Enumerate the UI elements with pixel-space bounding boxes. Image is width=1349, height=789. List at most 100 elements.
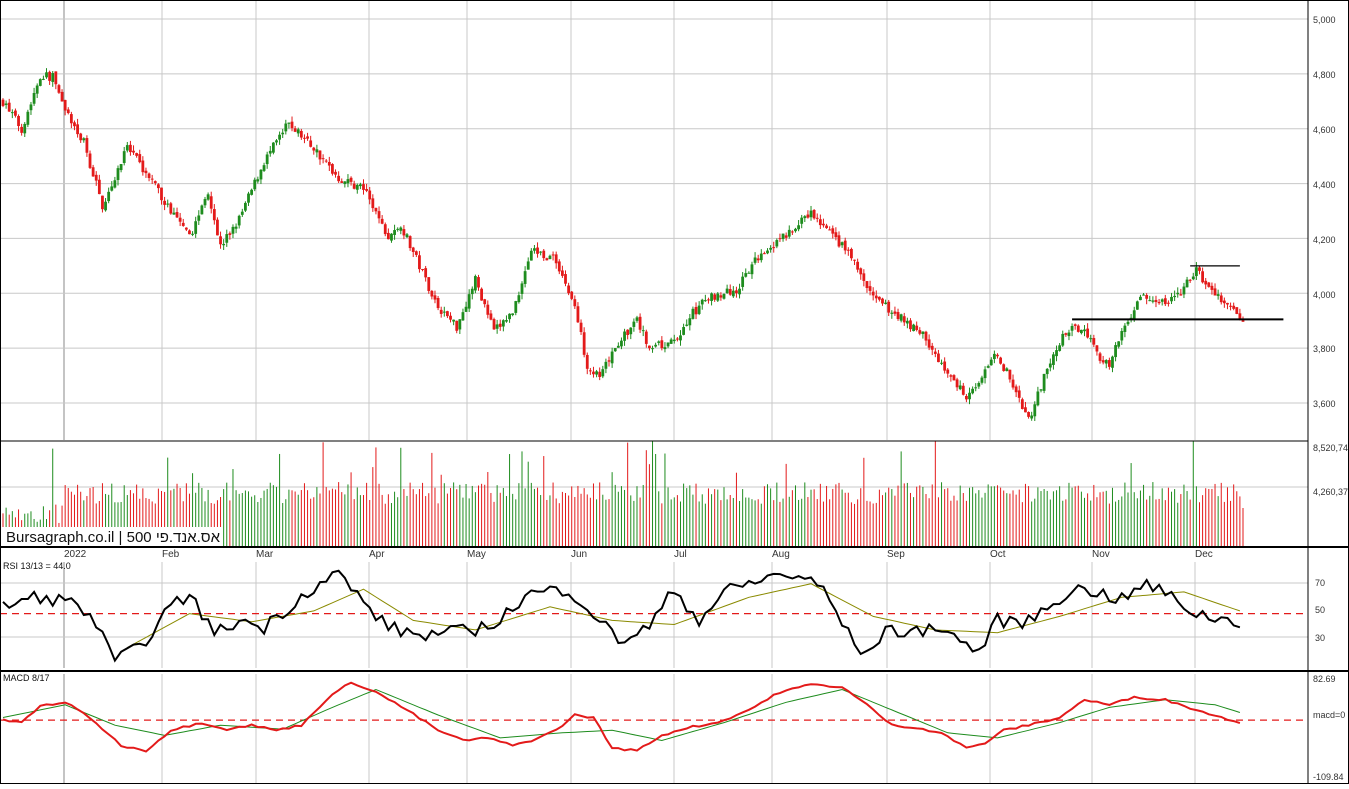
candle-body (253, 179, 257, 190)
candle-body (299, 130, 303, 138)
candle-body (806, 214, 810, 218)
candle-body (265, 154, 269, 165)
candle-body (1219, 295, 1223, 303)
candle-body (160, 187, 163, 201)
candle-body (610, 351, 614, 364)
candle-body (679, 335, 682, 341)
grid-layer (0, 0, 1308, 784)
candle-body (620, 340, 623, 347)
candle-body (604, 361, 608, 369)
brand-background (2, 527, 222, 546)
candle-body (1232, 305, 1236, 309)
candle-body (691, 308, 695, 319)
candle-body (343, 181, 347, 185)
candle-body (968, 392, 971, 400)
candle-body (135, 153, 139, 156)
candle-body (355, 184, 359, 190)
candle-body (1036, 391, 1040, 406)
candle-body (268, 150, 272, 154)
candle-body (244, 202, 247, 211)
candle-body (564, 274, 567, 284)
candle-body (1024, 407, 1027, 413)
candle-body (377, 211, 381, 219)
candle-body (1095, 345, 1099, 352)
candle-body (175, 212, 179, 218)
candle-body (890, 312, 894, 314)
candle-body (228, 233, 232, 235)
candle-body (1142, 294, 1145, 296)
candle-body (918, 330, 922, 334)
candle-body (225, 234, 229, 243)
candle-body (166, 203, 170, 205)
candle-body (644, 331, 648, 344)
candle-body (744, 273, 748, 277)
candle-body (909, 320, 912, 330)
candle-body (809, 210, 813, 218)
candle-body (234, 226, 238, 229)
candle-body (651, 348, 654, 350)
candle-body (324, 160, 328, 162)
candle-body (666, 342, 670, 347)
month-label: Nov (1092, 549, 1110, 560)
candle-body (91, 167, 95, 177)
candle-body (498, 323, 502, 327)
candle-body (48, 71, 52, 81)
candle-body (1058, 345, 1062, 351)
candle-body (278, 134, 281, 140)
candle-body (778, 238, 782, 240)
candle-body (1222, 300, 1226, 304)
candle-body (877, 296, 881, 300)
candle-body (38, 79, 42, 86)
candle-body (60, 91, 64, 102)
candle-body (290, 121, 294, 129)
candle-body (1111, 356, 1114, 368)
candle-body (104, 201, 107, 211)
candle-body (1235, 307, 1239, 314)
candle-body (1052, 354, 1055, 365)
candle-body (601, 369, 605, 377)
candle-body (837, 235, 841, 247)
candle-body (989, 359, 993, 366)
candle-body (122, 151, 126, 163)
candle-body (759, 253, 763, 261)
candle-body (94, 174, 98, 181)
candle-body (1179, 294, 1183, 296)
candle-body (775, 240, 779, 247)
candle-body (955, 379, 959, 388)
candle-body (874, 295, 878, 299)
candle-body (390, 233, 393, 241)
candle-body (511, 313, 515, 316)
candle-body (473, 276, 477, 291)
candle-body (418, 255, 421, 270)
candle-body (293, 128, 297, 132)
candle-body (632, 321, 636, 327)
candle-body (520, 283, 524, 294)
candle-body (318, 150, 322, 160)
candle-body (1123, 325, 1127, 332)
candle-body (337, 175, 341, 182)
candle-body (4, 103, 8, 105)
candle-body (17, 116, 20, 127)
month-label: 2022 (64, 549, 87, 560)
candle-body (1170, 296, 1173, 302)
candle-body (663, 347, 667, 350)
candle-body (119, 164, 123, 171)
candle-body (79, 133, 83, 141)
candle-body (464, 306, 468, 312)
candle-body (1092, 338, 1096, 345)
candle-body (514, 301, 518, 313)
candle-body (181, 222, 185, 226)
price-tick-label: 3,800 (1313, 344, 1336, 354)
candle-body (1098, 353, 1102, 361)
candle-body (533, 248, 536, 251)
candle-body (51, 73, 55, 82)
brand-label: Bursagraph.co.il | 500 אס.אנד.פי (6, 529, 221, 546)
candle-body (607, 360, 611, 362)
candle-body (921, 331, 925, 335)
candle-body (1039, 389, 1043, 391)
candle-body (1160, 299, 1164, 302)
candle-body (20, 126, 24, 133)
candle-body (14, 110, 17, 116)
candle-body (1048, 363, 1052, 368)
candle-body (803, 216, 807, 219)
